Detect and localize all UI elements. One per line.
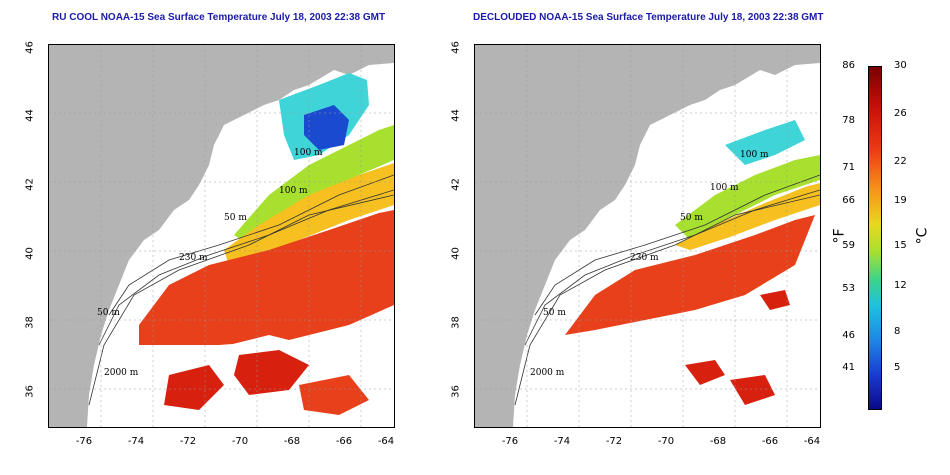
lat-tick-right: 38 [450, 316, 462, 329]
lon-tick-left: -64 [377, 436, 395, 447]
colorbar-f-label: 41 [842, 362, 855, 373]
lat-tick-left: 46 [24, 41, 36, 54]
colorbar-f-label: 71 [842, 162, 855, 173]
lon-tick-right: -76 [501, 436, 519, 447]
lat-tick-right: 44 [450, 109, 462, 122]
lat-tick-right: 36 [450, 385, 462, 398]
contour-label: 100 m [294, 148, 323, 158]
lat-tick-left: 40 [24, 247, 36, 260]
lat-tick-left: 44 [24, 109, 36, 122]
colorbar-f-label: 66 [842, 195, 855, 206]
contour-label: 100 m [710, 183, 739, 193]
colorbar-c-label: 5 [894, 362, 901, 373]
colorbar-f-label: 86 [842, 60, 855, 71]
contour-label: 230 m [630, 253, 659, 263]
lat-tick-right: 40 [450, 247, 462, 260]
colorbar-c-label: 30 [894, 60, 907, 71]
contour-label: 2000 m [530, 368, 565, 378]
colorbar-c-label: 12 [894, 280, 907, 291]
right-map-title: DECLOUDED NOAA-15 Sea Surface Temperatur… [473, 12, 824, 23]
lat-tick-right: 42 [450, 178, 462, 191]
colorbar-c-label: 8 [894, 326, 901, 337]
colorbar-f-label: 59 [842, 240, 855, 251]
colorbar-f-label: 53 [842, 283, 855, 294]
lat-tick-right: 46 [450, 41, 462, 54]
contour-label: 2000 m [104, 368, 139, 378]
colorbar-f-label: 46 [842, 330, 855, 341]
lon-tick-right: -70 [657, 436, 675, 447]
land-mass [49, 45, 394, 427]
lon-tick-left: -74 [127, 436, 145, 447]
lon-tick-right: -64 [803, 436, 821, 447]
colorbar-c-label: 22 [894, 156, 907, 167]
left-map-title: RU COOL NOAA-15 Sea Surface Temperature … [52, 12, 386, 23]
lon-tick-right: -74 [553, 436, 571, 447]
contour-label: 50 m [224, 213, 247, 223]
temperature-colorbar [868, 66, 882, 410]
sst-map-raw: 230 m 100 m 100 m 50 m 50 m 2000 m [48, 44, 395, 428]
lon-tick-left: -76 [75, 436, 93, 447]
lon-tick-right: -72 [605, 436, 623, 447]
land-mass [475, 45, 820, 427]
colorbar-c-label: 19 [894, 195, 907, 206]
sst-map-declouded: 230 m 100 m 100 m 50 m 50 m 2000 m [474, 44, 821, 428]
lon-tick-left: -72 [179, 436, 197, 447]
lon-tick-left: -68 [283, 436, 301, 447]
colorbar-c-label: 15 [894, 240, 907, 251]
contour-label: 50 m [680, 213, 703, 223]
lat-tick-left: 36 [24, 385, 36, 398]
lon-tick-left: -66 [335, 436, 353, 447]
colorbar-f-label: 78 [842, 115, 855, 126]
contour-label: 230 m [179, 253, 208, 263]
lat-tick-left: 38 [24, 316, 36, 329]
contour-label: 50 m [543, 308, 566, 318]
lon-tick-right: -66 [761, 436, 779, 447]
celsius-unit: °C [914, 227, 931, 245]
lon-tick-right: -68 [709, 436, 727, 447]
lon-tick-left: -70 [231, 436, 249, 447]
contour-label: 50 m [97, 308, 120, 318]
lat-tick-left: 42 [24, 178, 36, 191]
contour-label: 100 m [740, 150, 769, 160]
contour-label: 100 m [279, 186, 308, 196]
colorbar-c-label: 26 [894, 108, 907, 119]
